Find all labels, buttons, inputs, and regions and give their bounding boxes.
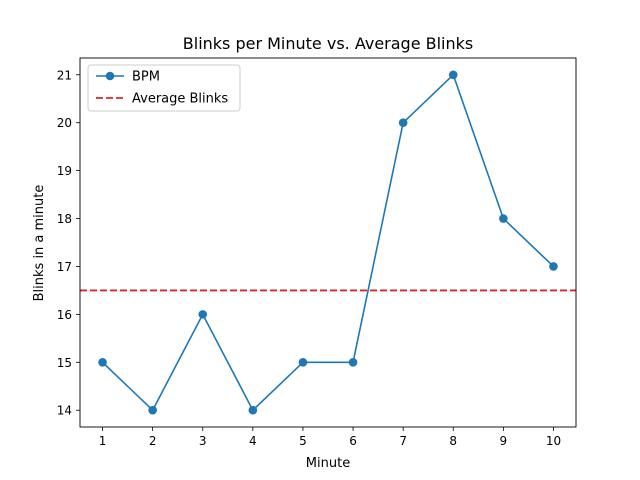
x-tick-label: 7 (399, 434, 407, 448)
plot-area: 1 2 3 4 5 6 7 8 9 10 14 15 16 17 18 19 20 21 (57, 57, 577, 448)
data-point (248, 405, 258, 415)
chart-title: Blinks per Minute vs. Average Blinks (183, 34, 473, 53)
y-tick-label: 16 (57, 308, 72, 322)
series-line (101, 73, 555, 412)
data-point (98, 358, 107, 367)
x-tick-label: 6 (349, 434, 357, 448)
data-point (198, 310, 208, 319)
x-tick-label: 8 (449, 434, 457, 448)
data-point (448, 70, 458, 80)
x-tick-label: 5 (299, 434, 307, 448)
y-tick-label: 19 (57, 164, 72, 178)
x-tick-label: 1 (99, 434, 107, 448)
x-tick-label: 9 (500, 434, 508, 448)
legend-marker-bpm (105, 71, 115, 81)
data-point (499, 214, 508, 223)
x-tick-label: 3 (199, 434, 207, 448)
y-tick-label: 20 (57, 116, 72, 130)
data-point (398, 118, 408, 127)
data-point (348, 358, 358, 367)
y-tick-label: 18 (57, 212, 72, 226)
x-tick-label: 10 (546, 434, 561, 448)
legend-label-bpm: BPM (132, 70, 160, 85)
axes-frame (79, 57, 577, 428)
legend: BPM Average Blinks (87, 64, 241, 112)
y-axis-label: Blinks in a minute (32, 185, 47, 302)
x-tick-label: 4 (249, 434, 257, 448)
x-axis-label: Minute (306, 456, 350, 471)
y-tick-label: 14 (57, 404, 72, 418)
data-point (148, 405, 157, 415)
y-tick-label: 21 (57, 68, 72, 82)
legend-label-average: Average Blinks (132, 92, 228, 107)
y-tick-label: 17 (57, 260, 72, 274)
data-point (549, 262, 558, 271)
x-tick-label: 2 (149, 434, 157, 448)
data-point (298, 358, 308, 367)
legend-box (87, 64, 241, 112)
y-tick-label: 15 (57, 356, 72, 370)
